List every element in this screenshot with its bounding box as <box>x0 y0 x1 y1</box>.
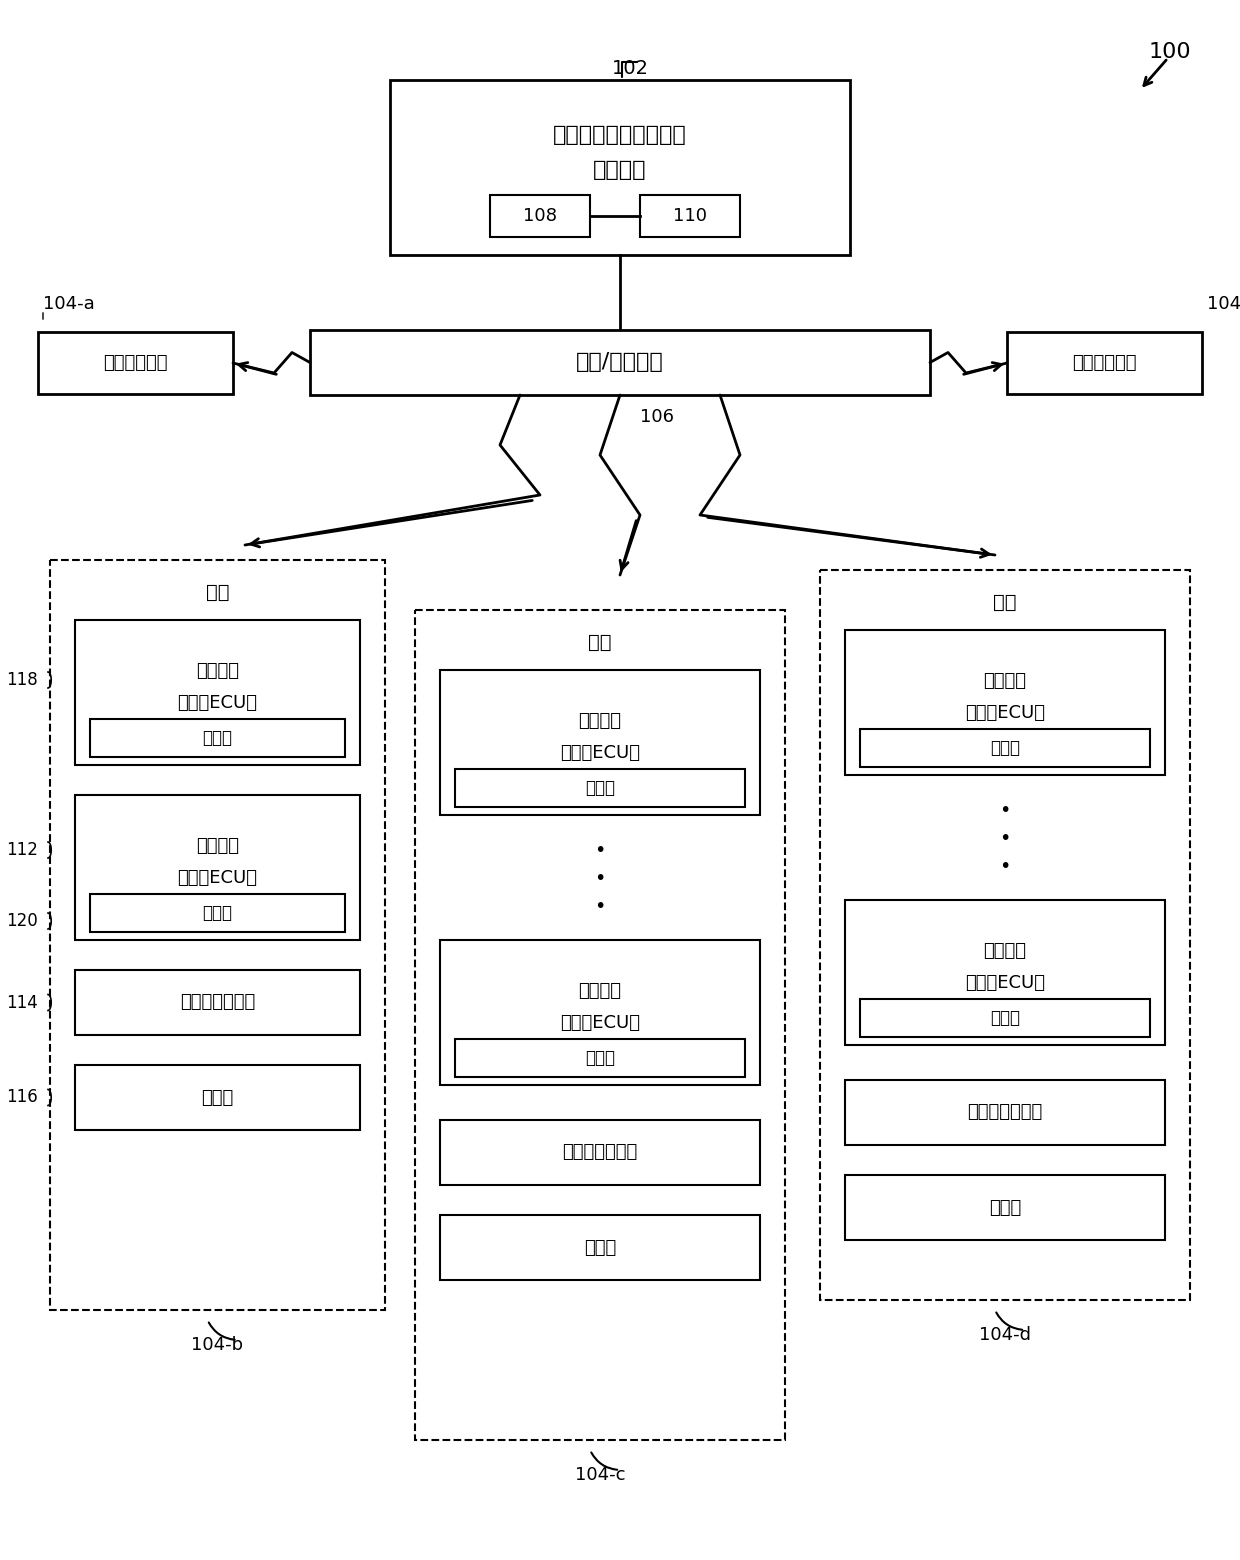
Text: 存储器: 存储器 <box>990 1009 1021 1026</box>
Text: 车辆: 车辆 <box>206 582 229 602</box>
Bar <box>74 796 360 941</box>
Bar <box>391 80 849 254</box>
Text: 存储器: 存储器 <box>988 1198 1021 1217</box>
Bar <box>440 1120 760 1186</box>
Text: （多个）车辆: （多个）车辆 <box>103 354 167 371</box>
Text: 单元（ECU）: 单元（ECU） <box>965 973 1045 992</box>
Bar <box>640 195 740 237</box>
Text: •: • <box>999 800 1011 819</box>
Text: 电子控制: 电子控制 <box>196 661 239 680</box>
Text: 100: 100 <box>1148 42 1192 62</box>
Text: •: • <box>999 856 1011 875</box>
Text: 车辆: 车辆 <box>993 593 1017 612</box>
Bar <box>440 669 760 814</box>
Text: 或服务器: 或服务器 <box>593 161 647 179</box>
Text: 单元（ECU）: 单元（ECU） <box>560 744 640 761</box>
Text: 制造商、服务提供商、: 制造商、服务提供商、 <box>553 125 687 145</box>
Text: •: • <box>594 841 605 860</box>
Text: 104-c: 104-c <box>575 1466 625 1484</box>
Bar <box>50 560 384 1310</box>
Bar <box>440 1215 760 1281</box>
Bar <box>844 900 1166 1045</box>
Text: 116: 116 <box>6 1089 38 1106</box>
Bar <box>455 1039 745 1076</box>
Text: 118: 118 <box>6 671 38 690</box>
Text: （多个）处理器: （多个）处理器 <box>180 994 255 1011</box>
Text: 电子控制: 电子控制 <box>579 711 621 730</box>
Text: •: • <box>594 869 605 888</box>
Text: •: • <box>594 897 605 916</box>
Text: 106: 106 <box>640 409 675 426</box>
Text: （多个）车辆: （多个）车辆 <box>1073 354 1137 371</box>
Text: 112: 112 <box>6 841 38 860</box>
Bar <box>310 331 930 395</box>
Text: 存储器: 存储器 <box>201 1089 233 1106</box>
Text: 120: 120 <box>6 913 38 930</box>
Text: 104-a: 104-a <box>43 295 94 314</box>
Bar <box>844 630 1166 775</box>
Text: 104-e: 104-e <box>1207 295 1240 314</box>
Text: 单元（ECU）: 单元（ECU） <box>177 694 258 711</box>
Text: 110: 110 <box>673 207 707 225</box>
Bar <box>861 998 1149 1037</box>
Bar <box>455 769 745 807</box>
Text: 单元（ECU）: 单元（ECU） <box>177 869 258 886</box>
Bar <box>91 719 345 757</box>
Text: 存储器: 存储器 <box>585 1048 615 1067</box>
Text: 存储器: 存储器 <box>202 729 233 747</box>
Bar <box>91 894 345 931</box>
Bar <box>490 195 590 237</box>
Text: 单元（ECU）: 单元（ECU） <box>965 704 1045 722</box>
Text: 电子控制: 电子控制 <box>983 942 1027 959</box>
Text: 102: 102 <box>611 58 649 78</box>
Text: 电子控制: 电子控制 <box>579 981 621 1000</box>
Text: 网络/通信设备: 网络/通信设备 <box>577 353 663 373</box>
Bar <box>415 610 785 1440</box>
Text: （多个）处理器: （多个）处理器 <box>967 1103 1043 1122</box>
Bar <box>74 970 360 1034</box>
Text: （多个）处理器: （多个）处理器 <box>563 1143 637 1162</box>
Text: 存储器: 存储器 <box>584 1239 616 1256</box>
Bar <box>440 941 760 1086</box>
Bar <box>844 1175 1166 1240</box>
Bar <box>38 332 233 395</box>
Text: •: • <box>999 828 1011 847</box>
Bar <box>861 729 1149 768</box>
Text: 存储器: 存储器 <box>990 739 1021 757</box>
Text: 电子控制: 电子控制 <box>983 672 1027 690</box>
Text: 存储器: 存储器 <box>202 903 233 922</box>
Text: 电子控制: 电子控制 <box>196 836 239 855</box>
Text: 存储器: 存储器 <box>585 778 615 797</box>
Bar <box>74 1065 360 1129</box>
Bar <box>820 569 1190 1299</box>
Bar <box>844 1080 1166 1145</box>
Text: 单元（ECU）: 单元（ECU） <box>560 1014 640 1031</box>
Text: 108: 108 <box>523 207 557 225</box>
Text: 车辆: 车辆 <box>588 632 611 652</box>
Bar <box>74 619 360 764</box>
Text: 104-b: 104-b <box>191 1335 243 1354</box>
Bar <box>1007 332 1202 395</box>
Text: 104-d: 104-d <box>980 1326 1030 1345</box>
Text: 114: 114 <box>6 994 38 1011</box>
